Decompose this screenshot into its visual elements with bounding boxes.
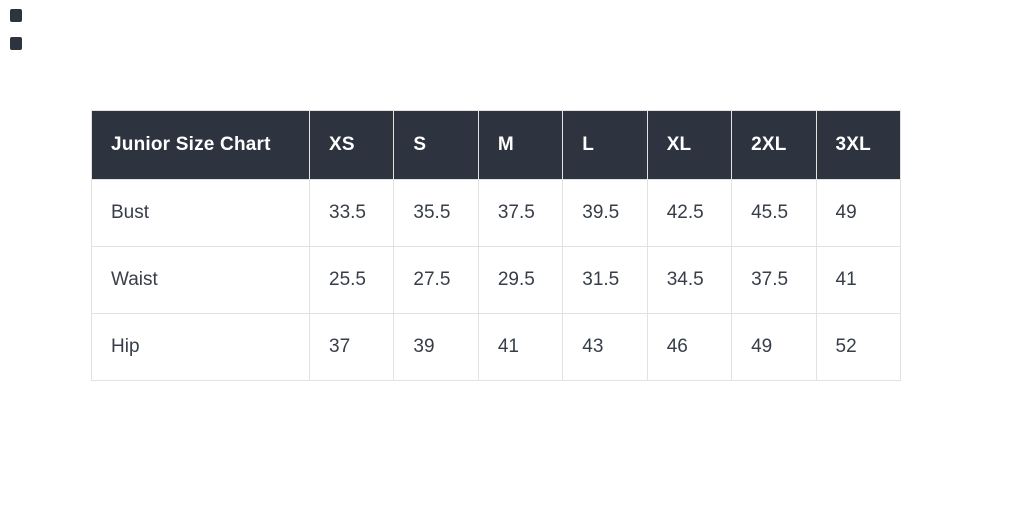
size-value-cell: 27.5 xyxy=(393,246,479,314)
header-size-cell-2xl: 2XL xyxy=(731,110,817,180)
junior-size-chart-table: Junior Size Chart XS S M L XL 2XL 3XL Bu… xyxy=(91,110,902,381)
corner-marker-bottom xyxy=(10,37,22,50)
size-value-cell: 37 xyxy=(308,313,395,381)
header-size-cell-m: M xyxy=(477,110,564,180)
size-value-cell: 41 xyxy=(477,313,564,381)
header-size-cell-s: S xyxy=(393,110,479,180)
size-value-cell: 39 xyxy=(393,313,479,381)
header-row: Junior Size Chart XS S M L XL 2XL 3XL xyxy=(91,110,902,180)
size-value-cell: 37.5 xyxy=(731,246,817,314)
size-value-cell: 29.5 xyxy=(477,246,564,314)
size-value-cell: 45.5 xyxy=(731,179,817,247)
size-value-cell: 25.5 xyxy=(308,246,395,314)
size-value-cell: 31.5 xyxy=(562,246,648,314)
size-value-cell: 46 xyxy=(646,313,733,381)
header-size-cell-xs: XS xyxy=(308,110,395,180)
size-value-cell: 43 xyxy=(562,313,648,381)
size-chart-header: Junior Size Chart XS S M L XL 2XL 3XL xyxy=(91,110,902,180)
size-value-cell: 41 xyxy=(815,246,902,314)
measurement-row-waist: Waist 25.5 27.5 29.5 31.5 34.5 37.5 41 xyxy=(91,246,902,314)
measurement-row-hip: Hip 37 39 41 43 46 49 52 xyxy=(91,313,902,381)
row-label-cell: Waist xyxy=(91,246,310,314)
size-value-cell: 49 xyxy=(731,313,817,381)
size-value-cell: 33.5 xyxy=(308,179,395,247)
size-value-cell: 42.5 xyxy=(646,179,733,247)
size-value-cell: 35.5 xyxy=(393,179,479,247)
header-size-cell-l: L xyxy=(562,110,648,180)
size-value-cell: 49 xyxy=(815,179,902,247)
size-value-cell: 52 xyxy=(815,313,902,381)
corner-marker-top xyxy=(10,9,22,22)
size-value-cell: 39.5 xyxy=(562,179,648,247)
row-label-cell: Hip xyxy=(91,313,310,381)
size-value-cell: 37.5 xyxy=(477,179,564,247)
row-label-cell: Bust xyxy=(91,179,310,247)
header-title-cell: Junior Size Chart xyxy=(91,110,310,180)
size-value-cell: 34.5 xyxy=(646,246,733,314)
size-chart-body: Bust 33.5 35.5 37.5 39.5 42.5 45.5 49 Wa… xyxy=(91,179,902,381)
header-size-cell-xl: XL xyxy=(646,110,733,180)
header-size-cell-3xl: 3XL xyxy=(815,110,902,180)
measurement-row-bust: Bust 33.5 35.5 37.5 39.5 42.5 45.5 49 xyxy=(91,179,902,247)
